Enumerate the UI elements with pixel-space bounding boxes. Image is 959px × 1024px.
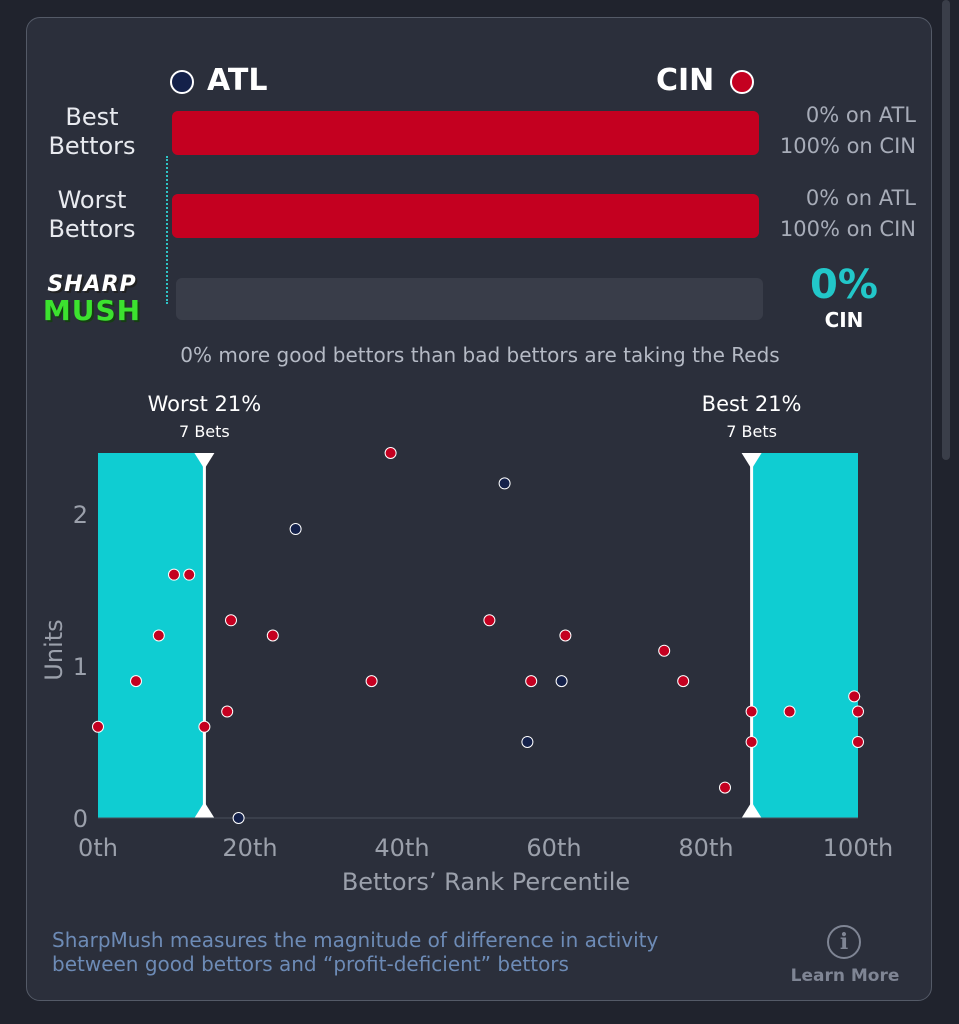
sharpmush-team: CIN: [824, 308, 864, 332]
data-point-cin: [852, 705, 864, 718]
y-tick-label: 2: [73, 501, 88, 529]
x-tick-label: 0th: [78, 834, 118, 862]
info-icon[interactable]: i: [827, 925, 861, 959]
region-handle-top-1: [741, 453, 762, 469]
home-team-dot: [730, 70, 754, 94]
x-axis-label: Bettors’ Rank Percentile: [342, 868, 630, 896]
data-point-cin: [745, 735, 758, 748]
data-point-cin: [225, 614, 237, 627]
data-point-cin: [525, 675, 538, 688]
worst-bettors-label-line2: Bettors: [48, 215, 136, 243]
rows-connector-line: [166, 156, 168, 304]
data-point-cin: [783, 705, 796, 718]
data-point-cin: [198, 720, 211, 733]
best-bettors-label: Best Bettors: [36, 103, 148, 161]
data-point-atl: [498, 477, 511, 490]
region-band-1: [751, 453, 858, 818]
worst-bettors-label-line1: Worst: [57, 186, 127, 214]
best-bettors-away-pct: 0% on ATL: [805, 103, 916, 127]
data-point-cin: [658, 644, 671, 657]
x-tick-label: 100th: [823, 834, 893, 862]
region-handle-bottom-1: [741, 802, 762, 818]
region-band-0: [98, 453, 205, 818]
region-subtitle-1: 7 Bets: [726, 422, 777, 441]
best-bettors-bar: [172, 111, 759, 155]
worst-bettors-label: Worst Bettors: [36, 186, 148, 244]
worst-bettors-away-pct: 0% on ATL: [805, 186, 916, 210]
worst-bettors-home-pct: 100% on CIN: [779, 217, 916, 241]
x-tick-label: 60th: [526, 834, 581, 862]
y-tick-label: 1: [73, 653, 88, 681]
data-point-atl: [232, 812, 245, 824]
data-point-cin: [266, 629, 279, 642]
data-point-cin: [745, 705, 758, 718]
worst-bettors-bar-fill: [172, 194, 759, 238]
learn-more-link[interactable]: Learn More: [790, 966, 900, 986]
sharpmush-bar: [176, 278, 763, 320]
region-handle-top-0: [194, 453, 215, 469]
data-point-cin: [848, 690, 861, 703]
best-bettors-bar-fill: [172, 111, 759, 155]
away-team-label: ATL: [207, 63, 268, 98]
sharpmush-logo: SHARP MUSH: [36, 272, 148, 327]
sharpmush-description: SharpMush measures the magnitude of diff…: [52, 928, 772, 976]
worst-bettors-bar: [172, 194, 759, 238]
data-point-cin: [152, 629, 165, 642]
x-tick-label: 40th: [374, 834, 429, 862]
data-point-cin: [677, 675, 690, 688]
data-point-atl: [289, 523, 302, 536]
data-point-cin: [221, 705, 234, 718]
data-point-cin: [92, 720, 104, 733]
data-point-atl: [521, 735, 534, 748]
sharpmush-logo-bottom: MUSH: [42, 294, 142, 327]
best-bettors-label-line2: Bettors: [48, 132, 136, 160]
best-bettors-pcts: 0% on ATL 100% on CIN: [740, 100, 916, 162]
away-team-dot: [170, 70, 194, 94]
data-point-cin: [559, 629, 572, 642]
region-title-0: Worst 21%: [148, 392, 262, 416]
sharpmush-logo-top: SHARP: [47, 272, 137, 297]
region-subtitle-0: 7 Bets: [179, 422, 230, 441]
description-line2: between good bettors and “profit-deficie…: [52, 952, 569, 976]
data-point-cin: [384, 447, 397, 459]
data-point-cin: [852, 735, 864, 748]
region-title-1: Best 21%: [702, 392, 802, 416]
data-point-cin: [183, 568, 196, 581]
data-point-cin: [130, 675, 142, 688]
data-point-cin: [365, 675, 378, 688]
y-tick-label: 0: [73, 805, 88, 833]
x-tick-label: 20th: [222, 834, 277, 862]
description-line1: SharpMush measures the magnitude of diff…: [52, 928, 659, 952]
data-point-cin: [483, 614, 496, 627]
sharpmush-value: 0%: [810, 262, 878, 308]
home-team-label: CIN: [656, 63, 715, 98]
best-bettors-home-pct: 100% on CIN: [779, 134, 916, 158]
x-tick-label: 80th: [678, 834, 733, 862]
data-point-cin: [168, 568, 180, 581]
y-axis-label: Units: [40, 619, 68, 680]
data-point-atl: [555, 675, 568, 688]
page-scrollbar[interactable]: [942, 0, 950, 460]
worst-bettors-pcts: 0% on ATL 100% on CIN: [740, 183, 916, 245]
best-bettors-label-line1: Best: [65, 103, 119, 131]
data-point-cin: [719, 781, 731, 794]
region-handle-bottom-0: [194, 802, 215, 818]
sharpmush-summary: 0% more good bettors than bad bettors ar…: [180, 343, 780, 367]
